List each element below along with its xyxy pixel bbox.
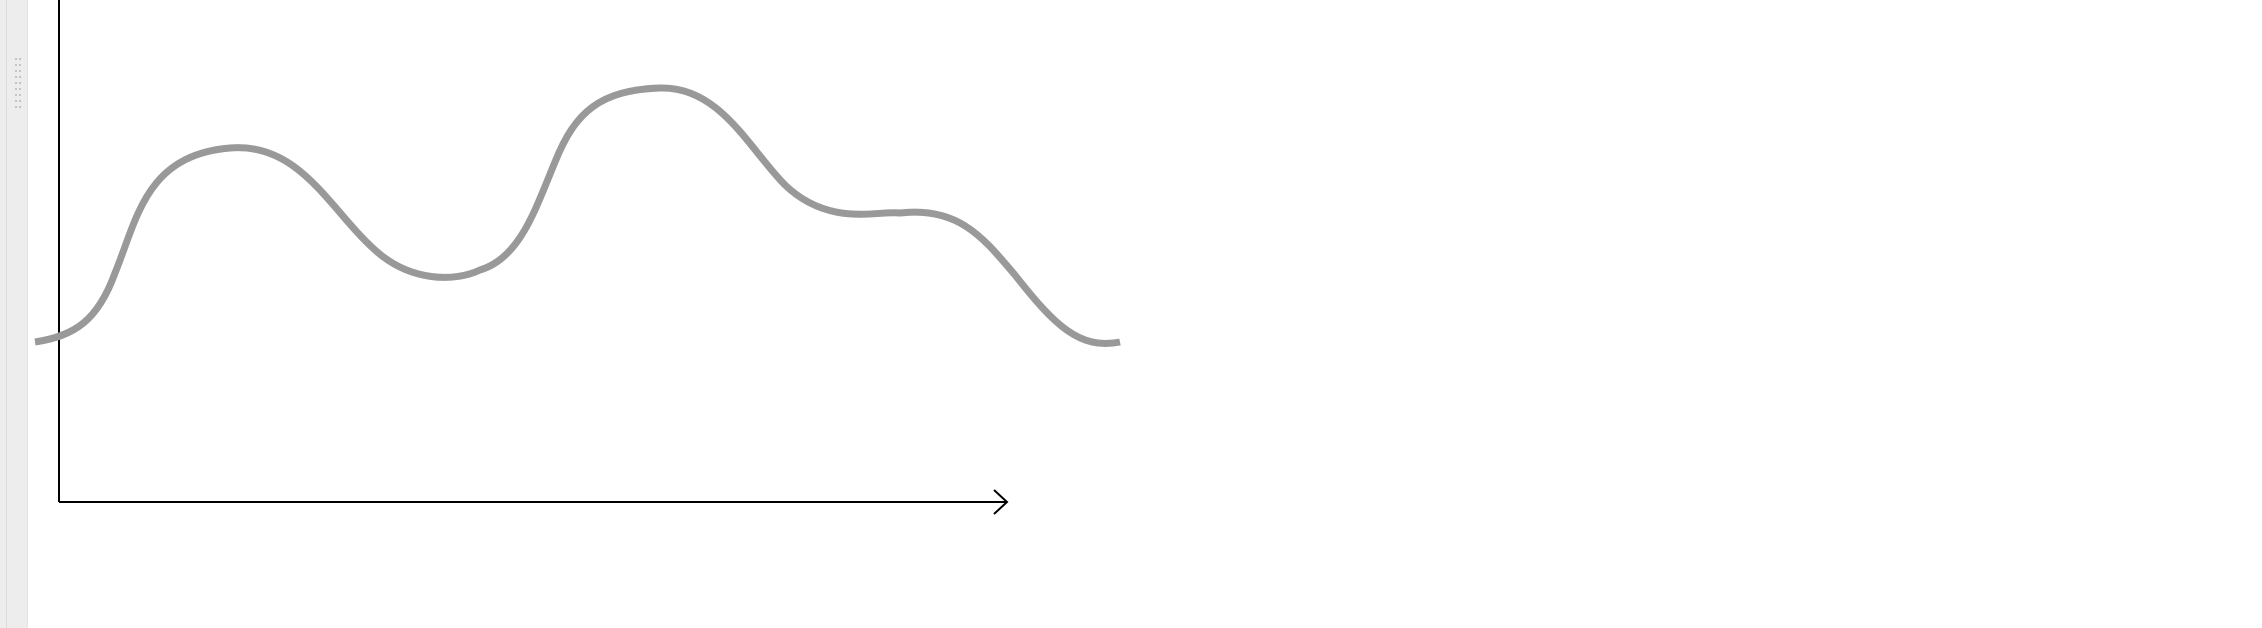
wave-curve (34, 84, 1121, 347)
diagram-canvas[interactable] (28, 0, 2262, 628)
x-axis-arrowhead (993, 489, 1009, 515)
left-panel (0, 0, 28, 628)
diagram-svg (34, 0, 1121, 515)
panel-divider (6, 0, 7, 628)
drag-handle-icon[interactable] (15, 58, 23, 108)
